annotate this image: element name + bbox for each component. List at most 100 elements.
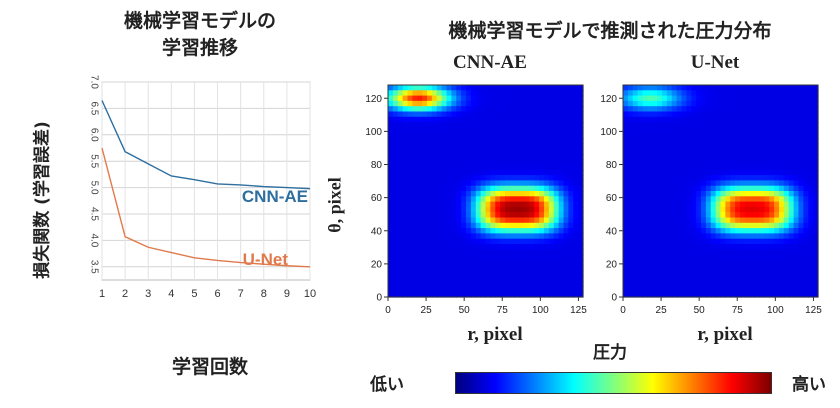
heatmap-cell	[534, 153, 540, 160]
heatmap-cell	[657, 138, 663, 144]
heatmap-cell	[431, 270, 438, 277]
heatmap-title-cnn-ae: CNN-AE	[453, 52, 527, 73]
heatmap-cell	[558, 85, 565, 91]
heatmap-cell	[392, 138, 399, 144]
heatmap-cell	[548, 217, 555, 224]
heatmap-cell	[441, 259, 448, 266]
heatmap-cell	[774, 90, 780, 97]
heatmap-cell	[500, 90, 506, 97]
heatmap-cell	[451, 281, 457, 287]
heatmap-cell	[388, 286, 394, 293]
heatmap-cell	[783, 270, 790, 277]
heatmap-cell	[647, 249, 653, 256]
heatmap-cell	[632, 116, 639, 123]
heatmap-cell	[627, 270, 634, 277]
heatmap-cell	[446, 233, 452, 240]
heatmap-cell	[573, 265, 579, 272]
heatmap-cell	[407, 159, 413, 166]
heatmap-cell	[524, 217, 530, 224]
heatmap-cell	[744, 175, 751, 181]
heatmap-cell	[769, 275, 775, 282]
heatmap-cell	[568, 164, 574, 171]
heatmap-cell	[788, 286, 795, 293]
heatmap-cell	[456, 217, 462, 224]
heatmap-cell	[456, 233, 462, 240]
heatmap-cell	[544, 164, 550, 171]
heatmap-cell	[548, 286, 555, 293]
heatmap-cell	[764, 169, 770, 176]
heatmap-cell	[735, 148, 741, 155]
heatmap-cell	[451, 153, 457, 160]
heatmap-cell	[803, 106, 809, 113]
heatmap-cell	[509, 254, 516, 261]
heatmap-cell	[456, 254, 462, 261]
heatmap-cell	[490, 291, 496, 298]
heatmap-cell	[774, 196, 780, 203]
heatmap-cell	[417, 180, 423, 187]
heatmap-cell	[788, 106, 795, 113]
heatmap-cell	[701, 244, 707, 250]
heatmap-cell	[534, 143, 540, 150]
heatmap-cell	[495, 217, 501, 224]
heatmap-cell	[627, 132, 634, 139]
heatmap-cell	[813, 138, 819, 144]
heatmap-cell	[573, 275, 579, 282]
heatmap-cell	[710, 132, 717, 139]
heatmap-cell	[509, 116, 516, 123]
heatmap-cell	[422, 212, 428, 219]
heatmap-cell	[495, 153, 501, 160]
heatmap-cell	[553, 275, 560, 282]
heatmap-cell	[705, 191, 712, 197]
heatmap-cell	[764, 148, 770, 155]
heatmap-cell	[652, 122, 658, 128]
heatmap-cell	[793, 228, 800, 234]
heatmap-cell	[710, 175, 717, 181]
heatmap-cell	[490, 222, 496, 229]
heatmap-cell	[725, 222, 731, 229]
heatmap-cell	[417, 238, 423, 245]
heatmap-cell	[558, 164, 565, 171]
heatmap-cell	[779, 238, 785, 245]
heatmap-cell	[779, 185, 785, 192]
heatmap-cell	[475, 159, 482, 166]
heatmap-cell	[568, 217, 574, 224]
heatmap-cell	[446, 196, 452, 203]
heatmap-cell	[779, 153, 785, 160]
heatmap-cell	[431, 164, 438, 171]
heatmap-cell	[392, 270, 399, 277]
heatmap-cell	[759, 138, 765, 144]
heatmap-cell	[573, 169, 579, 176]
heatmap-cell	[466, 222, 472, 229]
heatmap-cell	[730, 122, 736, 128]
heatmap-cell	[764, 254, 770, 261]
heatmap-cell	[495, 212, 501, 219]
heatmap-cell	[793, 85, 800, 91]
heatmap-cell	[676, 95, 683, 102]
heatmap-cell	[783, 185, 790, 192]
heatmap-cell	[642, 180, 648, 187]
heatmap-cell	[417, 148, 423, 155]
heatmap-cell	[490, 265, 496, 272]
heatmap-cell	[720, 254, 726, 261]
heatmap-cell	[759, 95, 765, 102]
heatmap-cell	[720, 169, 726, 176]
heatmap-cell	[705, 148, 712, 155]
heatmap-cell	[774, 270, 780, 277]
heatmap-cell	[657, 233, 663, 240]
heatmap-cell	[451, 90, 457, 97]
heatmap-cell	[568, 111, 574, 118]
heatmap-cell	[475, 286, 482, 293]
heatmap-cell	[466, 254, 472, 261]
heatmap-cell	[407, 143, 413, 150]
heatmap-cell	[509, 206, 516, 213]
heatmap-cell	[730, 111, 736, 118]
heatmap-cell	[774, 127, 780, 134]
heatmap-cell	[461, 169, 467, 176]
heatmap-cell	[671, 212, 678, 219]
heatmap-cell	[427, 148, 433, 155]
heatmap-cell	[466, 217, 472, 224]
heatmap-cell	[422, 228, 428, 234]
heatmap-cell	[647, 127, 653, 134]
heatmap-cell	[500, 175, 506, 181]
heatmap-cell	[808, 164, 814, 171]
